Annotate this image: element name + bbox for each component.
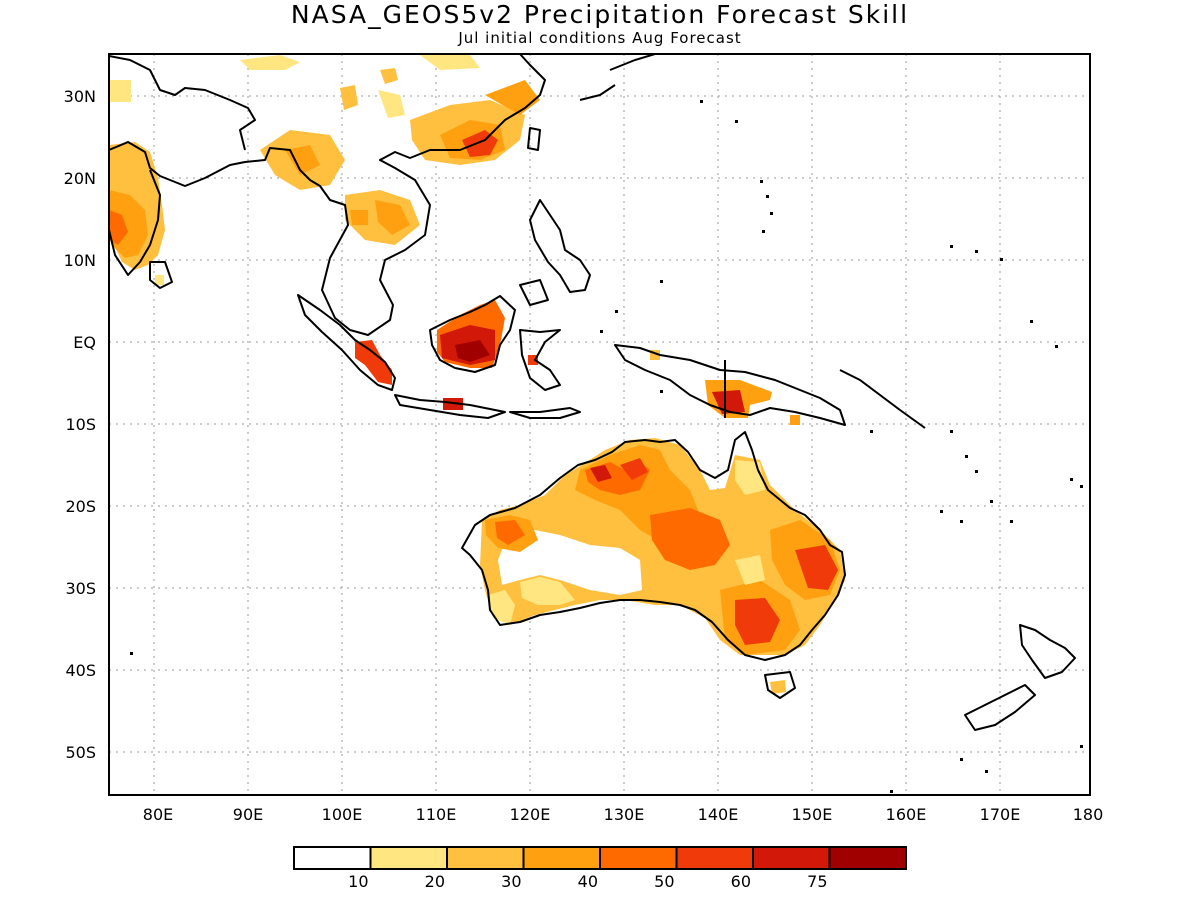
sumatra-skill-region bbox=[355, 340, 392, 385]
colorbar-label: 50 bbox=[654, 872, 674, 891]
colorbar-swatch bbox=[675, 846, 754, 870]
x-tick-label: 130E bbox=[604, 805, 645, 824]
sumatra-coastline bbox=[297, 294, 396, 391]
y-tick-label: 40S bbox=[65, 661, 96, 680]
plot-frame bbox=[108, 53, 1091, 796]
pacific-islands bbox=[130, 100, 1083, 793]
asia-coastline bbox=[109, 54, 546, 336]
y-tick-label: 10N bbox=[64, 251, 96, 270]
y-tick-label: 30S bbox=[65, 579, 96, 598]
philippines-coastline bbox=[529, 199, 591, 293]
y-tick-label: 30N bbox=[64, 87, 96, 106]
chart-title: NASA_GEOS5v2 Precipitation Forecast Skil… bbox=[290, 0, 910, 29]
colorbar-swatch bbox=[522, 846, 601, 870]
y-tick-label: 20S bbox=[65, 497, 96, 516]
colorbar-swatch bbox=[369, 846, 448, 870]
newzealand-coastline bbox=[1019, 624, 1076, 679]
chart-subtitle: Jul initial conditions Aug Forecast bbox=[458, 29, 742, 47]
colorbar-label: 60 bbox=[731, 872, 751, 891]
colorbar-swatch bbox=[293, 846, 372, 870]
colorbar-swatch bbox=[828, 846, 907, 870]
y-tick-label: 10S bbox=[65, 415, 96, 434]
y-tick-label: EQ bbox=[73, 333, 96, 352]
colorbar-label: 40 bbox=[578, 872, 598, 891]
x-tick-label: 100E bbox=[322, 805, 363, 824]
colorbar-label: 75 bbox=[807, 872, 827, 891]
x-tick-label: 170E bbox=[980, 805, 1021, 824]
colorbar-label: 10 bbox=[348, 872, 368, 891]
skill-shading bbox=[109, 55, 845, 694]
java-coastline bbox=[394, 394, 506, 419]
x-tick-label: 120E bbox=[510, 805, 551, 824]
colorbar-swatch bbox=[446, 846, 525, 870]
colorbar-label: 30 bbox=[501, 872, 521, 891]
colorbar-swatch bbox=[752, 846, 831, 870]
sulawesi-coastline bbox=[519, 329, 561, 391]
x-tick-label: 150E bbox=[792, 805, 833, 824]
x-tick-label: 140E bbox=[698, 805, 739, 824]
x-tick-label: 90E bbox=[233, 805, 263, 824]
x-tick-label: 110E bbox=[416, 805, 457, 824]
x-axis: 80E 90E 100E 110E 120E 130E 140E 150E 16… bbox=[143, 805, 1104, 824]
colorbar: 10 20 30 40 50 60 75 bbox=[293, 846, 907, 891]
y-axis: 30N 20N 10N EQ 10S 20S 30S 40S 50S bbox=[64, 87, 96, 762]
coastlines bbox=[109, 54, 1076, 731]
borneo-coastline bbox=[429, 295, 516, 373]
y-tick-label: 50S bbox=[65, 743, 96, 762]
x-tick-label: 160E bbox=[886, 805, 927, 824]
newguinea-coastline bbox=[614, 344, 846, 426]
colorbar-swatch bbox=[599, 846, 678, 870]
y-tick-label: 20N bbox=[64, 169, 96, 188]
tasmania-coastline bbox=[764, 671, 796, 699]
x-tick-label: 180 bbox=[1073, 805, 1104, 824]
colorbar-label: 20 bbox=[425, 872, 445, 891]
x-tick-label: 80E bbox=[143, 805, 173, 824]
australia-coastline bbox=[461, 431, 846, 661]
